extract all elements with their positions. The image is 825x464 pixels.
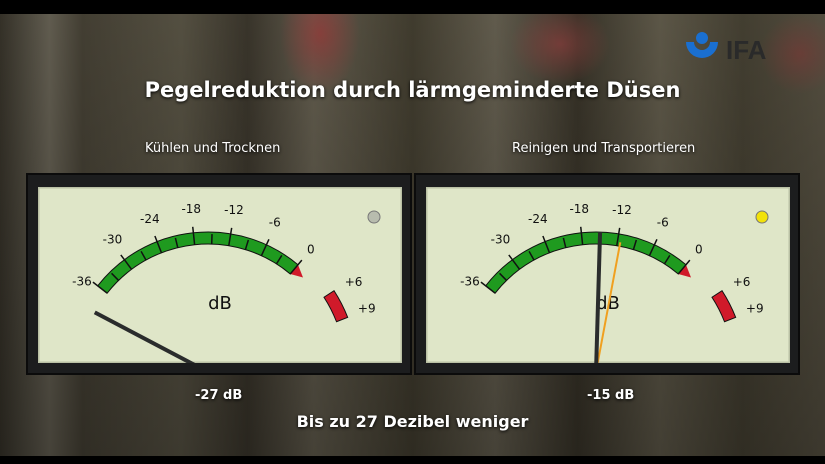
indicator-lamp: [755, 210, 769, 224]
tick-label: +9: [746, 301, 764, 315]
scale-tick: [632, 239, 638, 250]
tick-label: +6: [733, 275, 751, 289]
meter-right-label: Reinigen und Transportieren: [512, 141, 696, 156]
scale-tick: [275, 254, 283, 265]
tick-label: -24: [140, 212, 160, 226]
scale-tick: [508, 254, 521, 270]
page-title: Pegelreduktion durch lärmgeminderte Düse…: [144, 78, 681, 102]
red-over-arc: [711, 290, 737, 323]
scale-tick: [480, 281, 496, 294]
scale-tick: [92, 281, 108, 294]
unit-label: dB: [208, 293, 232, 314]
scale-tick: [579, 226, 584, 245]
scale-tick: [191, 226, 196, 245]
tick-label: -24: [528, 212, 548, 226]
scale-tick: [648, 239, 658, 256]
tick-label: +6: [345, 275, 363, 289]
zero-marker: [678, 264, 692, 278]
scale-tick: [542, 235, 551, 254]
scale-tick: [154, 235, 163, 254]
tick-label: -12: [224, 203, 244, 217]
meter-dial: [38, 187, 402, 363]
tick-label: -18: [181, 202, 201, 216]
tick-label: -12: [612, 203, 632, 217]
scale-tick: [289, 259, 303, 275]
scale-tick: [260, 239, 270, 256]
ifa-logo: IFA: [684, 30, 784, 68]
scale-tick: [616, 227, 621, 246]
tick-label: -18: [569, 202, 589, 216]
caption: Bis zu 27 Dezibel weniger: [296, 412, 529, 431]
tick-label: -36: [460, 274, 480, 288]
tick-label: 0: [307, 242, 315, 256]
scale-tick: [111, 272, 120, 281]
needle: [594, 232, 603, 363]
zero-marker: [290, 264, 304, 278]
meter-right-value: -15 dB: [587, 388, 635, 403]
tick-label: -30: [491, 233, 511, 247]
scale-tick: [228, 227, 233, 246]
scale-tick: [663, 254, 671, 265]
scale-tick: [120, 254, 133, 270]
svg-text:IFA: IFA: [726, 35, 767, 64]
scale-tick: [174, 237, 179, 248]
scale-tick: [677, 259, 691, 275]
scale-tick: [140, 250, 147, 261]
meter-dial: [426, 187, 790, 363]
scale-tick: [528, 250, 535, 261]
indicator-lamp: [367, 210, 381, 224]
needle: [93, 310, 196, 363]
peak-needle: [596, 242, 622, 363]
tick-label: -6: [657, 216, 669, 230]
vu-meter-left: -36 -30 -24 -18 -12 -6 0 +6 +9 dB: [26, 173, 412, 375]
vu-meter-right: -36-30-24-18-12-60+6+9dB: [414, 173, 800, 375]
scale-tick: [562, 237, 567, 248]
meter-face: -36-30-24-18-12-60+6+9dB: [426, 187, 790, 363]
meter-left-value: -27 dB: [195, 388, 243, 403]
tick-label: -30: [103, 233, 123, 247]
tick-label: 0: [695, 242, 703, 256]
scale-tick: [244, 239, 250, 250]
meter-left-label: Kühlen und Trocknen: [145, 141, 281, 156]
tick-label: -36: [72, 274, 92, 288]
tick-label: +9: [358, 301, 376, 315]
meter-face: -36 -30 -24 -18 -12 -6 0 +6 +9 dB: [38, 187, 402, 363]
tick-label: -6: [269, 216, 281, 230]
scale-tick: [499, 272, 508, 281]
red-over-arc: [323, 290, 349, 323]
